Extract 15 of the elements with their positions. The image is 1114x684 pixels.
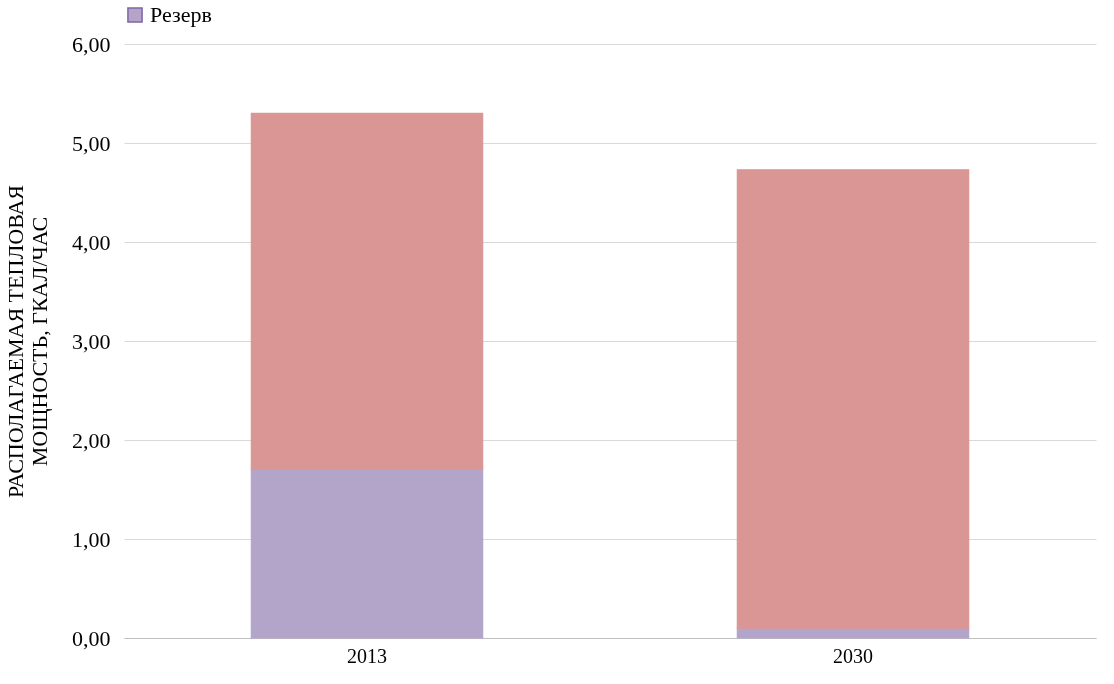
bar [736,169,970,629]
y-tick-label: 2,00 [72,427,111,453]
legend-label: Резерв [150,2,212,27]
y-tick-label: 6,00 [72,31,111,57]
bar [736,627,970,639]
x-tick-label: 2013 [347,644,387,667]
x-tick-label: 2030 [833,644,873,667]
y-axis-title: РАСПОЛАГАЕМАЯ ТЕПЛОВАЯ МОЩНОСТЬ, ГКАЛ/ЧАС [3,184,52,499]
bar [250,112,484,470]
y-tick-label: 3,00 [72,328,111,354]
y-tick-label: 4,00 [72,229,111,255]
y-tick-label: 0,00 [72,625,111,651]
bar [250,468,484,639]
y-tick-label: 5,00 [72,130,111,156]
y-tick-label: 1,00 [72,526,111,552]
